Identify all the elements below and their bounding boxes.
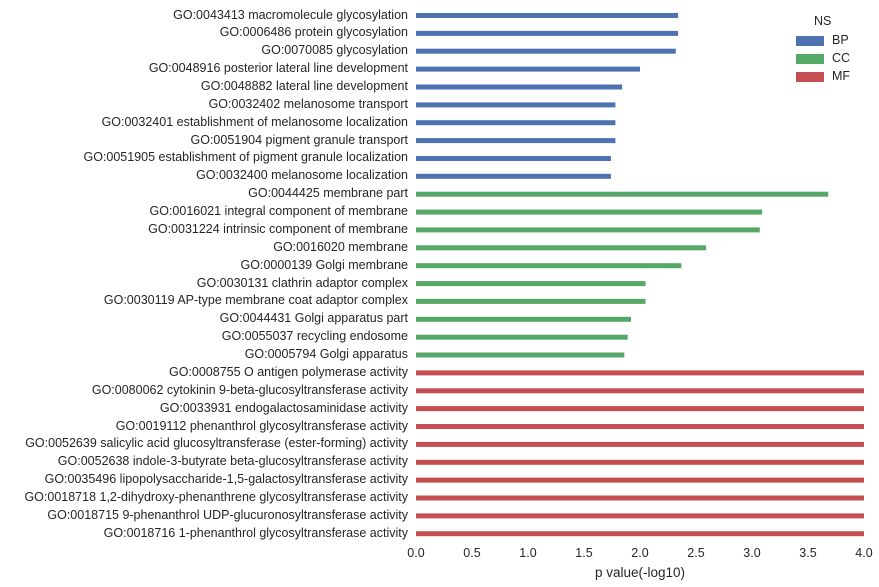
category-label: GO:0018715 9-phenanthrol UDP-glucuronosy…	[47, 507, 408, 522]
category-label: GO:0005794 Golgi apparatus	[244, 347, 408, 362]
category-label: GO:0018718 1,2-dihydroxy-phenanthrene gl…	[24, 489, 408, 504]
category-label: GO:0080062 cytokinin 9-beta-glucosyltran…	[91, 382, 408, 397]
legend-title: NS	[814, 14, 832, 28]
legend-label: BP	[832, 33, 849, 47]
x-tick-label: 1.5	[575, 546, 593, 560]
bar-cc	[416, 352, 625, 358]
bar-mf	[416, 370, 864, 376]
category-label: GO:0048882 lateral line development	[200, 78, 408, 93]
bar-mf	[416, 388, 864, 394]
bar-bp	[416, 48, 676, 54]
bar-mf	[416, 424, 864, 429]
category-label: GO:0030131 clathrin adaptor complex	[196, 275, 408, 290]
legend-label: CC	[832, 51, 851, 65]
category-label: GO:0030119 AP-type membrane coat adaptor…	[103, 293, 408, 308]
category-label: GO:0032401 establishment of melanosome l…	[101, 114, 408, 129]
category-label: GO:0043413 macromolecule glycosylation	[173, 7, 408, 22]
bar-cc	[416, 245, 707, 251]
category-label: GO:0016021 integral component of membran…	[149, 204, 409, 219]
category-label: GO:0035496 lipopolysaccharide-1,5-galact…	[44, 472, 408, 487]
bar-mf	[416, 441, 864, 447]
category-label: GO:0070085 glycosylation	[261, 43, 408, 58]
bar-bp	[416, 13, 679, 18]
category-label: GO:0033931 endogalactosaminidase activit…	[159, 400, 408, 415]
category-label: GO:0019112 phenanthrol glycosyltransfera…	[115, 418, 408, 433]
bar-mf	[416, 531, 864, 537]
x-axis-title: p value(-log10)	[594, 565, 686, 580]
bar-cc	[416, 263, 682, 269]
bar-mf	[416, 513, 864, 519]
bar-cc	[416, 209, 763, 215]
bar-bp	[416, 66, 640, 72]
category-label: GO:0008755 O antigen polymerase activity	[168, 364, 408, 379]
category-label: GO:0016020 membrane	[273, 239, 408, 254]
x-tick-label: 2.5	[687, 546, 705, 560]
category-label: GO:0018716 1-phenanthrol glycosyltransfe…	[103, 525, 408, 540]
bar-bp	[416, 156, 611, 161]
bar-mf	[416, 459, 864, 465]
category-label: GO:0031224 intrinsic component of membra…	[148, 221, 408, 236]
bar-cc	[416, 191, 829, 197]
category-label: GO:0051904 pigment granule transport	[190, 132, 409, 147]
category-label: GO:0032402 melanosome transport	[208, 96, 408, 111]
x-tick-label: 0.5	[463, 546, 481, 560]
category-label: GO:0048916 posterior lateral line develo…	[148, 61, 408, 76]
category-label: GO:0006486 protein glycosylation	[219, 25, 408, 40]
legend-swatch	[796, 54, 824, 64]
x-tick-label: 3.0	[743, 546, 761, 560]
bar-cc	[416, 281, 646, 287]
legend-label: MF	[832, 69, 851, 83]
bar-bp	[416, 120, 616, 126]
bar-bp	[416, 138, 616, 144]
x-tick-label: 2.0	[631, 546, 649, 560]
bar-mf	[416, 495, 864, 501]
category-label: GO:0052639 salicylic acid glucosyltransf…	[25, 436, 408, 451]
bar-mf	[416, 406, 864, 412]
category-label: GO:0032400 melanosome localization	[196, 168, 408, 183]
category-label: GO:0055037 recycling endosome	[221, 329, 408, 344]
legend-swatch	[796, 72, 824, 82]
bar-cc	[416, 334, 628, 340]
category-label: GO:0044431 Golgi apparatus part	[219, 311, 408, 326]
bar-cc	[416, 298, 646, 304]
legend-swatch	[796, 36, 824, 46]
category-label: GO:0044425 membrane part	[248, 186, 408, 201]
bar-bp	[416, 173, 611, 179]
category-label: GO:0000139 Golgi membrane	[240, 257, 408, 272]
bar-mf	[416, 477, 864, 483]
bar-bp	[416, 102, 616, 108]
bar-cc	[416, 316, 631, 322]
x-tick-label: 4.0	[855, 546, 873, 560]
category-label: GO:0052638 indole-3-butyrate beta-glucos…	[57, 454, 408, 469]
bar-cc	[416, 227, 760, 233]
category-label: GO:0051905 establishment of pigment gran…	[83, 150, 408, 165]
bar-bp	[416, 84, 623, 90]
bar-bp	[416, 30, 679, 36]
x-tick-label: 3.5	[799, 546, 817, 560]
x-tick-label: 0.0	[407, 546, 425, 560]
x-tick-label: 1.0	[519, 546, 537, 560]
